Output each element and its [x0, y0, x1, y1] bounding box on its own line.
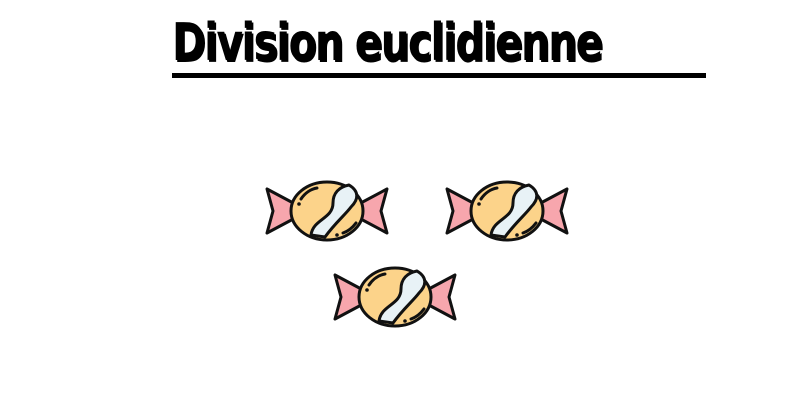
- page-title: Division euclidienne: [172, 13, 603, 73]
- title-underline: [172, 73, 706, 78]
- candy-icon: [331, 265, 459, 329]
- candy-icon: [443, 179, 571, 243]
- candy-icon: [263, 179, 391, 243]
